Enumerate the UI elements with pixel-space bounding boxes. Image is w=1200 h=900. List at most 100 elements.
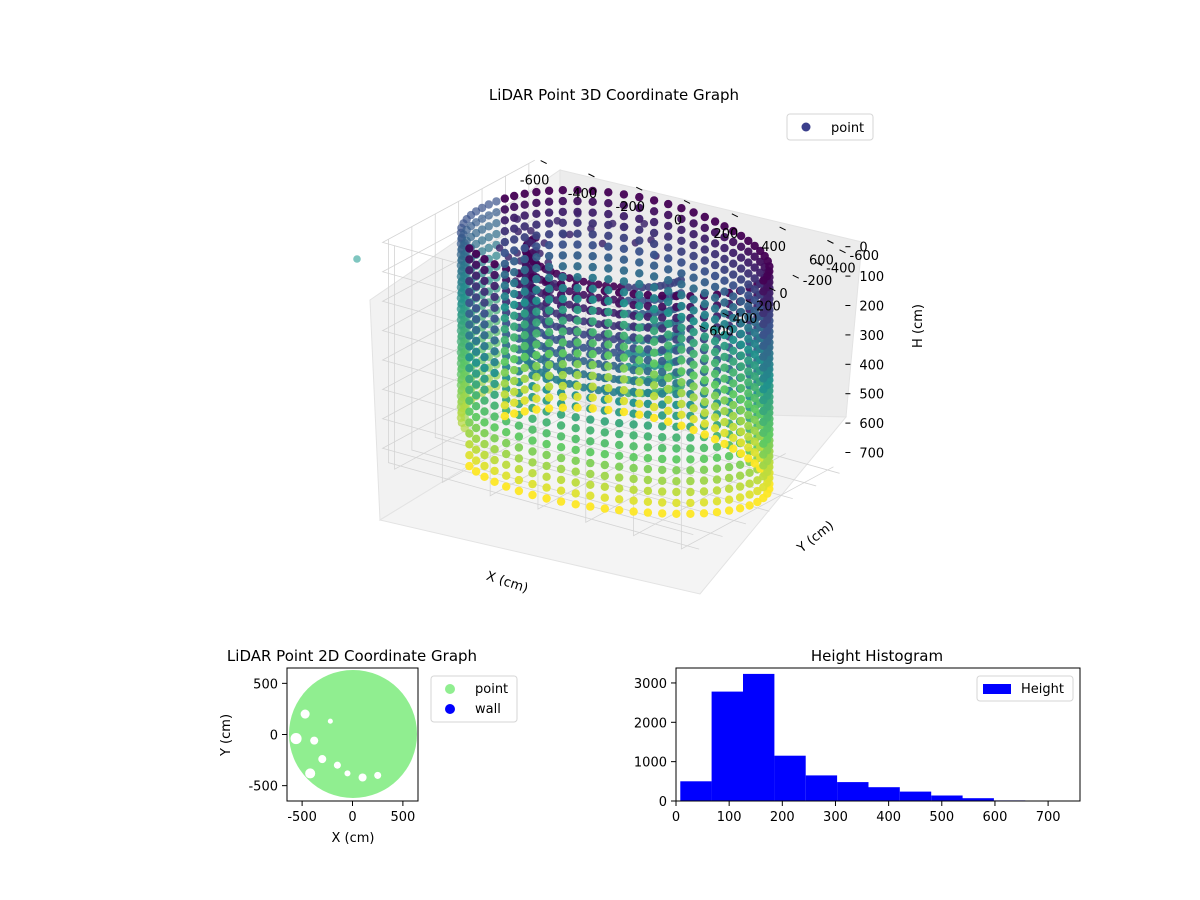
wall-point [672, 487, 681, 497]
x-tick-label-hist: 0 [672, 810, 680, 825]
wall-point [729, 444, 738, 453]
wall-point [542, 439, 551, 449]
wall-point [558, 381, 567, 391]
wall-point [664, 210, 673, 220]
wall-point [689, 338, 698, 348]
wall-point [500, 303, 509, 312]
wall-point [544, 262, 554, 272]
wall-point [658, 324, 667, 333]
wall-point [759, 483, 768, 492]
wall-point [510, 322, 519, 331]
wall-point [604, 199, 613, 208]
wall-point [604, 242, 613, 251]
x-tick-label-3d: -200 [615, 200, 645, 215]
wall-point [677, 247, 686, 256]
wall-point [520, 200, 529, 209]
wall-point [759, 330, 768, 340]
legend-wall-marker-2d [445, 704, 455, 714]
z-tick-label-3d: 400 [859, 358, 884, 373]
wall-point [542, 450, 551, 460]
wall-point [465, 396, 474, 405]
wall-point [588, 295, 597, 304]
wall-point [629, 496, 638, 505]
wall-point [635, 388, 644, 398]
wall-point [753, 497, 762, 507]
obstacle-point [579, 317, 588, 326]
wall-point [729, 292, 738, 301]
inner-floor-point [640, 220, 649, 228]
wall-point [677, 214, 686, 224]
wall-point [471, 434, 481, 443]
wall-point [664, 319, 673, 328]
wall-point [510, 202, 519, 212]
y-ticks-hist: 0 1000 2000 3000 [634, 677, 676, 810]
wall-point [649, 217, 659, 227]
wall-point [558, 294, 567, 304]
legend-point-label-3d: point [831, 121, 864, 136]
wall-point [677, 367, 686, 376]
wall-point [664, 308, 673, 318]
wall-point [643, 367, 653, 376]
wall-point [615, 419, 624, 428]
wall-point [502, 449, 511, 459]
histogram-bar [743, 673, 775, 801]
wall-point [664, 276, 673, 285]
wall-point [710, 402, 720, 411]
wall-point [514, 421, 524, 430]
wall-point [465, 461, 474, 471]
legend-2d: point wall [430, 675, 518, 723]
wall-point [558, 262, 567, 271]
wall-point [510, 246, 519, 255]
wall-point [573, 196, 582, 206]
wall-point [619, 375, 629, 384]
wall-point [635, 236, 644, 245]
wall-point [471, 358, 481, 367]
wall-point [510, 289, 519, 299]
x-tick-label-2d: 0 [348, 810, 356, 825]
wall-point [710, 391, 720, 400]
wall-point [629, 507, 638, 516]
wall-point [744, 454, 753, 463]
wall-point [686, 466, 695, 475]
wall-point [492, 229, 501, 239]
obstacle-point [552, 296, 561, 305]
wall-point [658, 411, 667, 420]
wall-point [710, 337, 720, 346]
wall-point [500, 227, 509, 236]
inner-floor-point [565, 230, 574, 239]
wall-point [759, 472, 768, 481]
wall-point [643, 356, 653, 365]
wall-point [677, 410, 686, 419]
wall-point [619, 342, 629, 351]
wall-point [649, 413, 659, 423]
wall-point [588, 262, 597, 272]
wall-point [510, 398, 519, 407]
wall-point [500, 194, 509, 203]
wall-point [465, 418, 474, 427]
wall-point [635, 192, 644, 202]
wall-point [490, 434, 499, 443]
wall-point [729, 324, 738, 334]
wall-point [689, 382, 698, 391]
wall-point [544, 317, 554, 326]
wall-point [664, 352, 673, 361]
outer-wall-front-points [465, 186, 774, 518]
wall-point [635, 290, 644, 300]
y-tick-label-hist: 3000 [634, 677, 667, 692]
wall-point [615, 495, 624, 504]
wall-point [729, 259, 738, 268]
wall-point [586, 502, 595, 511]
obstacle-point [565, 274, 574, 283]
z-tick-label-3d: 700 [859, 447, 884, 462]
wall-point [744, 291, 753, 300]
wall-point [750, 274, 759, 283]
wall-point [658, 509, 667, 518]
wall-point [700, 310, 709, 320]
wall-point [658, 346, 667, 355]
wall-point [500, 401, 509, 410]
y-tick-label-hist: 2000 [634, 716, 667, 731]
wall-point [759, 417, 768, 427]
wall-point [544, 295, 554, 304]
wall-point [635, 367, 644, 376]
wall-point [658, 476, 667, 485]
